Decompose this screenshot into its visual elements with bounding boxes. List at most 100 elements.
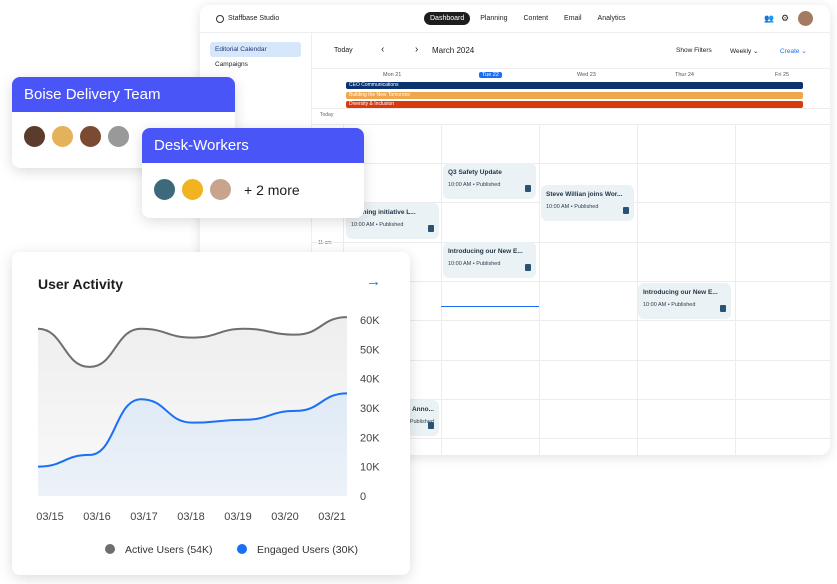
grid-row-line — [312, 124, 830, 125]
x-tick-label: 03/16 — [83, 511, 111, 523]
grid-row-line — [312, 399, 830, 400]
sidebar-item-campaigns[interactable]: Campaigns — [215, 61, 248, 68]
document-icon — [720, 305, 726, 312]
event-title: Introducing our New E... — [643, 289, 718, 296]
show-filters-button[interactable]: Show Filters — [676, 47, 712, 54]
nav-email[interactable]: Email — [564, 15, 582, 22]
team-name: Desk-Workers — [142, 128, 364, 163]
sidebar: Editorial Calendar Campaigns — [200, 33, 312, 455]
event-card[interactable]: Introducing our New E... 10:00 AM • Publi… — [443, 242, 536, 278]
logo-icon — [216, 15, 224, 23]
event-meta: 10:00 AM • Published — [448, 261, 501, 267]
x-tick-label: 03/21 — [318, 511, 346, 523]
grid-column-line — [637, 125, 638, 455]
avatar[interactable] — [798, 11, 813, 26]
nav-planning[interactable]: Planning — [480, 15, 508, 22]
prev-button[interactable]: ‹ — [381, 44, 385, 55]
grid-row-line — [312, 360, 830, 361]
legend-marker — [237, 544, 247, 554]
sidebar-item-editorial-calendar[interactable]: Editorial Calendar — [210, 42, 301, 57]
day-wed: Wed 23 — [577, 72, 596, 78]
avatar — [180, 177, 205, 202]
current-time-line — [441, 306, 539, 307]
document-icon — [525, 264, 531, 271]
more-members[interactable]: + 2 more — [244, 181, 300, 198]
campaign-bar[interactable]: CEO Communications — [346, 82, 803, 89]
event-title: Training initiative L... — [351, 209, 416, 216]
y-tick-label: 20K — [360, 432, 380, 444]
grid-column-line — [735, 125, 736, 455]
document-icon — [623, 207, 629, 214]
campaign-bar[interactable]: Diversity & Inclusion — [346, 101, 803, 108]
nav-content[interactable]: Content — [523, 15, 549, 22]
y-tick-label: 40K — [360, 374, 380, 386]
grid-row-line — [312, 438, 830, 439]
x-tick-label: 03/20 — [271, 511, 299, 523]
gear-icon[interactable]: ⚙ — [781, 13, 790, 23]
day-tue: Tue 22 — [479, 72, 502, 78]
day-fri: Fri 25 — [775, 72, 790, 78]
top-bar: Staffbase Studio Dashboard Planning Cont… — [200, 5, 830, 33]
view-select[interactable]: Weekly ⌄ — [730, 48, 759, 55]
document-icon — [428, 225, 434, 232]
avatar — [152, 177, 177, 202]
x-tick-label: 03/19 — [224, 511, 252, 523]
team-card-desk-workers[interactable]: Desk-Workers + 2 more — [142, 128, 364, 218]
event-title: Steve Willian joins Wor... — [546, 191, 623, 198]
day-thu: Thur 24 — [675, 72, 694, 78]
event-title: Introducing our New E... — [448, 248, 523, 255]
event-title: Anno... — [411, 406, 434, 413]
today-row-label: Today — [320, 112, 334, 118]
grid-row-line — [312, 281, 830, 282]
time-label: 11 am — [318, 240, 332, 246]
series-area — [38, 393, 347, 496]
activity-chart: 0 10K 20K 30K 40K 50K 60K 03/15 03/16 03/17 03/18 0… — [36, 315, 380, 556]
campaign-bar[interactable]: Building the New Tomorrow — [346, 92, 803, 99]
nav-dashboard[interactable]: Dashboard — [424, 12, 471, 25]
team-name: Boise Delivery Team — [12, 77, 235, 112]
y-tick-label: 10K — [360, 462, 380, 474]
grid-row-line — [312, 163, 830, 164]
avatar — [78, 124, 103, 149]
grid-column-line — [539, 125, 540, 455]
next-button[interactable]: › — [415, 44, 419, 55]
series-line — [37, 392, 348, 468]
month-label: March 2024 — [432, 46, 475, 55]
x-tick-label: 03/18 — [177, 511, 205, 523]
avatar — [106, 124, 131, 149]
legend-label: Engaged Users (30K) — [257, 544, 358, 556]
x-tick-label: 03/17 — [130, 511, 158, 523]
event-card[interactable]: Training initiative L... 10:00 AM • Publi… — [346, 203, 439, 239]
event-card[interactable]: Q3 Safety Update 10:00 AM • Published — [443, 163, 536, 199]
event-meta: 10:00 AM • Published — [448, 182, 501, 188]
y-tick-label: 30K — [360, 403, 380, 415]
x-tick-label: 03/15 — [36, 511, 64, 523]
team-card-boise[interactable]: Boise Delivery Team — [12, 77, 235, 168]
event-card[interactable]: Steve Willian joins Wor... 10:00 AM • Pub… — [541, 185, 634, 221]
today-button[interactable]: Today — [334, 47, 353, 54]
legend-label: Active Users (54K) — [125, 544, 213, 556]
event-card[interactable]: Introducing our New E... 10:00 AM • Publi… — [638, 283, 731, 319]
arrow-right-icon[interactable]: → — [366, 273, 381, 290]
grid-row-line — [312, 242, 830, 243]
document-icon — [525, 185, 531, 192]
y-tick-label: 50K — [360, 344, 380, 356]
grid-row-line — [312, 108, 830, 109]
legend-marker — [105, 544, 115, 554]
document-icon — [428, 422, 434, 429]
users-icon[interactable]: 👥 — [764, 14, 774, 23]
event-title: Q3 Safety Update — [448, 169, 502, 176]
nav-analytics[interactable]: Analytics — [597, 15, 626, 22]
avatar — [50, 124, 75, 149]
grid-column-line — [441, 125, 442, 455]
y-tick-label: 60K — [360, 315, 380, 327]
grid-row-line — [312, 320, 830, 321]
event-meta: 10:00 AM • Published — [546, 204, 599, 210]
event-meta: 10:00 AM • Published — [351, 222, 404, 228]
y-tick-label: 0 — [360, 491, 366, 503]
create-button[interactable]: Create ⌄ — [780, 48, 807, 55]
event-meta: 10:00 AM • Published — [643, 302, 696, 308]
calendar-toolbar: Today ‹ › March 2024 Show Filters Weekly… — [312, 33, 830, 69]
avatar — [22, 124, 47, 149]
user-activity-card: User Activity → 0 10K 20K 30K 40K 50K 60K 03/15… — [12, 252, 410, 575]
